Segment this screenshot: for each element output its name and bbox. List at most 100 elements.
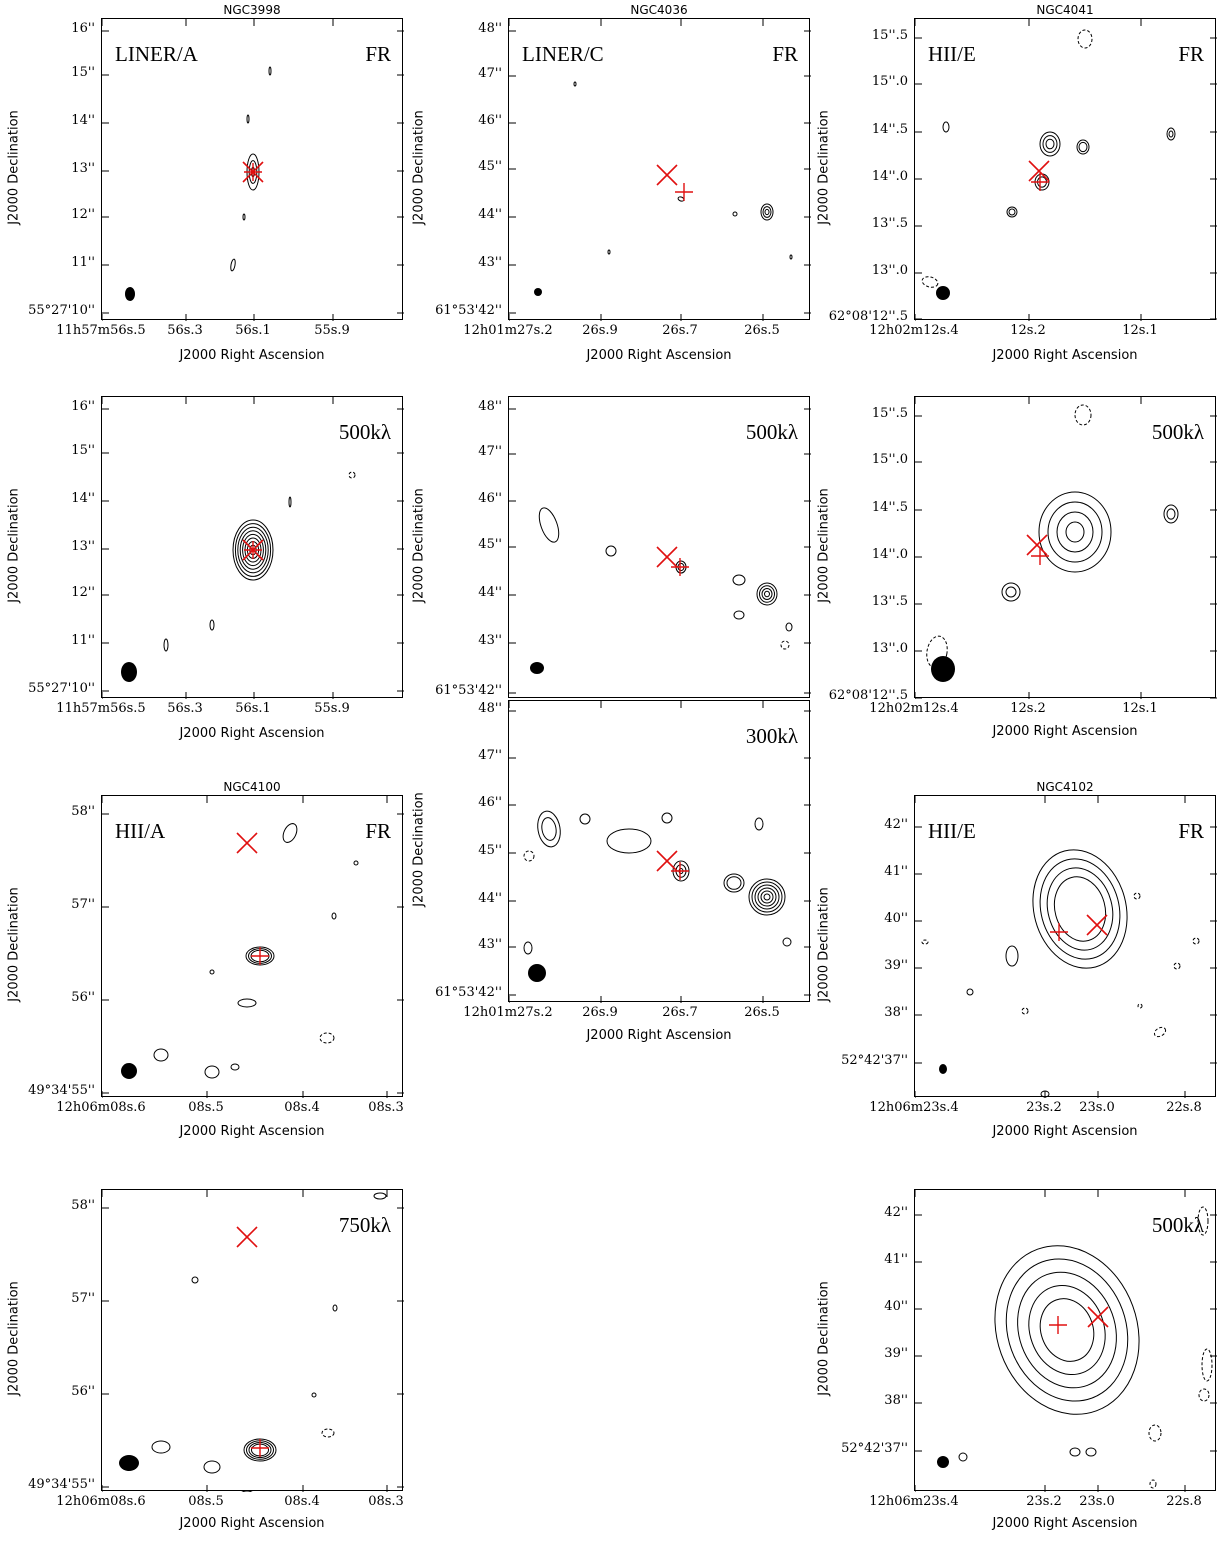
x-tick-label: 08s.4 xyxy=(284,1494,320,1509)
x-tick-label: 22s.8 xyxy=(1166,1100,1202,1115)
y-tick-label: 13'' xyxy=(71,161,95,176)
contour xyxy=(756,582,778,606)
contours xyxy=(573,81,793,260)
optical-position-marker xyxy=(1086,914,1108,936)
plot-frame xyxy=(101,18,404,321)
y-tick-label: 39'' xyxy=(884,1346,908,1361)
plot-frame xyxy=(508,396,811,698)
radio-peak-marker xyxy=(251,947,269,965)
contour xyxy=(733,610,745,620)
y-tick-label: 39'' xyxy=(884,958,908,973)
y-tick-label: 49°34'55'' xyxy=(28,1083,95,1098)
y-tick-label: 45'' xyxy=(478,537,502,552)
contour xyxy=(1078,141,1088,153)
y-axis-label: J2000 Declination xyxy=(411,110,427,225)
tick-marks xyxy=(915,19,1217,321)
contours xyxy=(538,507,793,650)
y-tick-label: 49°34'55'' xyxy=(28,1477,95,1492)
contour xyxy=(762,206,772,218)
contour xyxy=(1005,945,1019,967)
y-tick-label: 46'' xyxy=(478,491,502,506)
tick-marks xyxy=(509,408,811,694)
x-tick-label: 11h57m56s.5 xyxy=(56,323,146,338)
contour xyxy=(538,507,560,543)
y-tick-label: 55°27'10'' xyxy=(28,681,95,696)
negative-contour xyxy=(1153,1026,1167,1038)
contour xyxy=(1001,582,1021,602)
radio-peak-marker xyxy=(1050,923,1068,941)
y-tick-label: 44'' xyxy=(478,585,502,600)
x-tick-label: 23s.0 xyxy=(1079,1100,1115,1115)
contour xyxy=(1028,1284,1106,1376)
tick-marks xyxy=(915,397,1217,699)
y-tick-label: 15'' xyxy=(71,65,95,80)
contour xyxy=(203,1460,221,1474)
contour-map xyxy=(102,796,404,1098)
y-axis-label: J2000 Declination xyxy=(816,1281,832,1396)
contour xyxy=(763,893,771,901)
contours xyxy=(921,29,1176,288)
contour xyxy=(759,585,775,603)
contour xyxy=(726,876,742,890)
contour xyxy=(246,114,250,124)
contour xyxy=(607,249,611,255)
y-tick-label: 61°53'42'' xyxy=(435,303,502,318)
contour xyxy=(579,813,591,825)
contour xyxy=(782,937,792,947)
contour xyxy=(1085,1447,1097,1457)
contour xyxy=(191,1276,199,1284)
contour xyxy=(1005,1258,1129,1402)
contour xyxy=(754,817,764,831)
y-axis-label: J2000 Declination xyxy=(816,887,832,1002)
resolution-label: 500kλ xyxy=(745,420,798,444)
y-tick-label: 11'' xyxy=(71,633,95,648)
negative-contour xyxy=(1148,1424,1162,1442)
contour xyxy=(1005,586,1017,598)
contour xyxy=(1056,511,1094,553)
contour xyxy=(1065,521,1085,543)
y-tick-label: 62°08'12''.5 xyxy=(828,309,908,324)
x-tick-label: 56s.3 xyxy=(167,701,203,716)
contour xyxy=(163,638,169,652)
contours xyxy=(921,849,1200,1098)
x-axis-label: J2000 Right Ascension xyxy=(179,1516,325,1531)
beam-ellipse xyxy=(121,1063,137,1079)
contour xyxy=(573,81,577,87)
contour xyxy=(232,519,274,581)
contour xyxy=(754,884,780,910)
contour-map xyxy=(915,19,1217,321)
contour xyxy=(761,588,773,600)
negative-contour xyxy=(1133,892,1141,900)
y-tick-label: 14'' xyxy=(71,491,95,506)
contour xyxy=(239,530,267,570)
contour xyxy=(764,590,770,598)
contour xyxy=(1168,130,1174,138)
negative-contour xyxy=(921,939,929,945)
contour xyxy=(1047,501,1103,563)
y-tick-label: 41'' xyxy=(884,1252,908,1267)
contour xyxy=(523,941,533,955)
x-axis-label: J2000 Right Ascension xyxy=(179,1124,325,1139)
y-tick-label: 38'' xyxy=(884,1393,908,1408)
contour xyxy=(764,208,770,216)
x-tick-label: 12h01m27s.2 xyxy=(463,323,553,338)
contours xyxy=(523,810,792,955)
y-tick-label: 42'' xyxy=(884,1205,908,1220)
x-axis-label: J2000 Right Ascension xyxy=(992,724,1138,739)
contour xyxy=(1166,127,1176,141)
x-axis-label: J2000 Right Ascension xyxy=(586,348,732,363)
y-tick-label: 14''.5 xyxy=(871,122,908,137)
x-tick-label: 26s.5 xyxy=(744,1005,780,1020)
y-axis-label: J2000 Declination xyxy=(6,110,22,225)
x-tick-label: 12h01m27s.2 xyxy=(463,1005,553,1020)
contour xyxy=(234,523,272,577)
contour xyxy=(785,622,793,632)
panel-title: NGC4100 xyxy=(223,780,281,794)
contour xyxy=(268,66,272,76)
contour xyxy=(230,1063,240,1071)
beam-ellipse xyxy=(939,1064,947,1074)
contour-map xyxy=(102,1190,404,1492)
negative-contour xyxy=(1198,1388,1210,1402)
tick-marks xyxy=(102,1190,404,1492)
y-tick-label: 16'' xyxy=(71,21,95,36)
